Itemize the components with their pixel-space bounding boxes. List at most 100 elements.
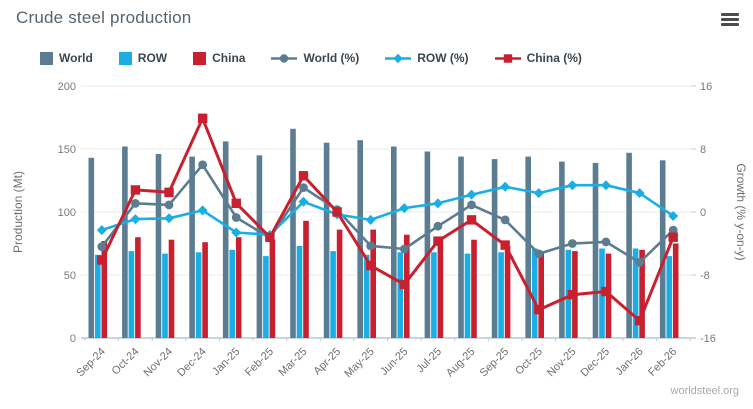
bar-row-Oct-25[interactable] [531,248,538,339]
bar-world-Nov-25[interactable] [559,161,565,338]
point-world--Dec-25[interactable] [601,237,611,247]
point-row--Sep-25[interactable] [500,181,511,192]
bar-world-Jul-25[interactable] [424,151,431,339]
point-china--Feb-26[interactable] [668,232,678,242]
point-china--Feb-25[interactable] [265,232,275,242]
point-world--Sep-24[interactable] [97,242,107,252]
point-china--Dec-25[interactable] [601,286,611,297]
bar-row-Feb-26[interactable] [666,256,672,338]
bar-world-Aug-25[interactable] [458,156,464,338]
point-world--Jun-25[interactable] [399,244,409,254]
point-world--May-25[interactable] [366,241,376,251]
bar-china-Aug-25[interactable] [471,239,477,338]
point-world--Nov-25[interactable] [567,239,577,248]
bar-china-Feb-25[interactable] [269,239,276,338]
point-china--Oct-24[interactable] [130,185,141,195]
bar-row-Feb-25[interactable] [263,256,269,338]
point-china--Nov-24[interactable] [164,187,174,198]
bar-world-Oct-24[interactable] [122,146,128,339]
bar-row-Apr-25[interactable] [330,251,336,338]
point-world--Feb-26[interactable] [668,225,678,235]
point-china--Jul-25[interactable] [433,236,443,246]
point-china--Dec-24[interactable] [197,113,208,123]
bar-world-Jun-25[interactable] [391,146,397,339]
point-row--Oct-24[interactable] [130,214,141,225]
bar-world-Dec-25[interactable] [592,162,599,338]
bar-china-Nov-24[interactable] [168,239,175,338]
bar-world-Oct-25[interactable] [525,156,531,338]
point-world--Aug-25[interactable] [467,200,476,210]
point-row--Oct-25[interactable] [533,188,544,199]
bar-row-Mar-25[interactable] [296,246,303,338]
point-row--Dec-25[interactable] [600,180,611,191]
bar-china-Jan-25[interactable] [235,237,242,338]
bar-world-Feb-25[interactable] [256,155,263,338]
bar-row-May-25[interactable] [363,254,370,338]
point-china--Jun-25[interactable] [399,279,410,290]
legend-item-row-pct[interactable]: ROW (%) [385,51,469,65]
point-world--Jan-25[interactable] [231,213,241,222]
bar-world-Nov-24[interactable] [155,154,162,338]
bar-row-Jan-26[interactable] [632,248,639,339]
bar-china-Oct-25[interactable] [538,251,544,338]
point-china--Sep-25[interactable] [500,240,510,250]
point-row--May-25[interactable] [365,214,376,225]
point-world--Oct-25[interactable] [534,249,544,259]
point-row--Aug-25[interactable] [466,189,477,200]
bar-world-May-25[interactable] [357,140,363,338]
bar-world-Dec-24[interactable] [189,156,195,338]
point-row--Jun-25[interactable] [399,203,410,214]
point-china--Jan-25[interactable] [231,198,241,209]
bar-world-Sep-24[interactable] [88,157,95,338]
bar-china-Jul-25[interactable] [437,238,444,339]
bar-china-Apr-25[interactable] [336,229,343,338]
point-china--Mar-25[interactable] [298,171,309,181]
bar-row-Aug-25[interactable] [464,253,471,338]
bar-world-Mar-25[interactable] [290,128,296,338]
point-row--Nov-25[interactable] [567,180,578,191]
bar-china-Mar-25[interactable] [303,220,309,338]
bar-world-Apr-25[interactable] [323,142,330,338]
point-row--Nov-24[interactable] [164,213,175,224]
bar-row-Jan-25[interactable] [229,249,235,338]
point-world--Oct-24[interactable] [131,198,140,208]
point-row--Jan-26[interactable] [634,188,645,199]
bar-row-Sep-24[interactable] [95,254,101,338]
bar-row-Jul-25[interactable] [431,252,437,338]
bar-row-Sep-25[interactable] [498,252,504,338]
legend-item-china[interactable]: China [193,51,245,65]
point-world--Jan-26[interactable] [635,258,644,267]
bar-world-Sep-25[interactable] [491,159,498,338]
bar-world-Feb-26[interactable] [659,160,666,338]
point-world--Sep-25[interactable] [500,215,510,225]
legend-item-row[interactable]: ROW [118,51,167,65]
point-china--Oct-25[interactable] [534,304,544,315]
bar-china-May-25[interactable] [370,229,376,338]
point-china--Aug-25[interactable] [466,215,477,225]
point-china--May-25[interactable] [365,260,376,271]
point-world--Mar-25[interactable] [299,183,308,192]
bar-china-Oct-24[interactable] [135,237,141,338]
point-row--Jan-25[interactable] [231,227,242,238]
point-row--Jul-25[interactable] [432,198,443,209]
legend-item-world[interactable]: World [40,51,93,65]
bar-china-Sep-24[interactable] [101,241,108,338]
point-china--Apr-25[interactable] [332,207,342,217]
point-row--Dec-24[interactable] [197,205,208,216]
point-world--Jul-25[interactable] [433,221,443,231]
bar-world-Jan-26[interactable] [626,152,632,338]
point-row--Mar-25[interactable] [298,196,309,207]
point-china--Nov-25[interactable] [567,289,578,300]
point-row--Sep-24[interactable] [96,225,107,236]
bar-china-Feb-26[interactable] [672,243,679,339]
point-china--Jan-26[interactable] [634,315,645,326]
point-world--Dec-24[interactable] [198,160,208,170]
hamburger-menu-icon[interactable] [721,13,739,28]
bar-row-Jun-25[interactable] [397,252,404,338]
legend-item-world-pct[interactable]: World (%) [271,51,359,65]
point-world--Nov-24[interactable] [164,200,174,210]
legend-item-china-pct[interactable]: China (%) [494,51,582,65]
bar-world-Jan-25[interactable] [222,141,229,338]
bar-row-Dec-24[interactable] [195,252,202,338]
bar-row-Nov-24[interactable] [162,253,168,338]
